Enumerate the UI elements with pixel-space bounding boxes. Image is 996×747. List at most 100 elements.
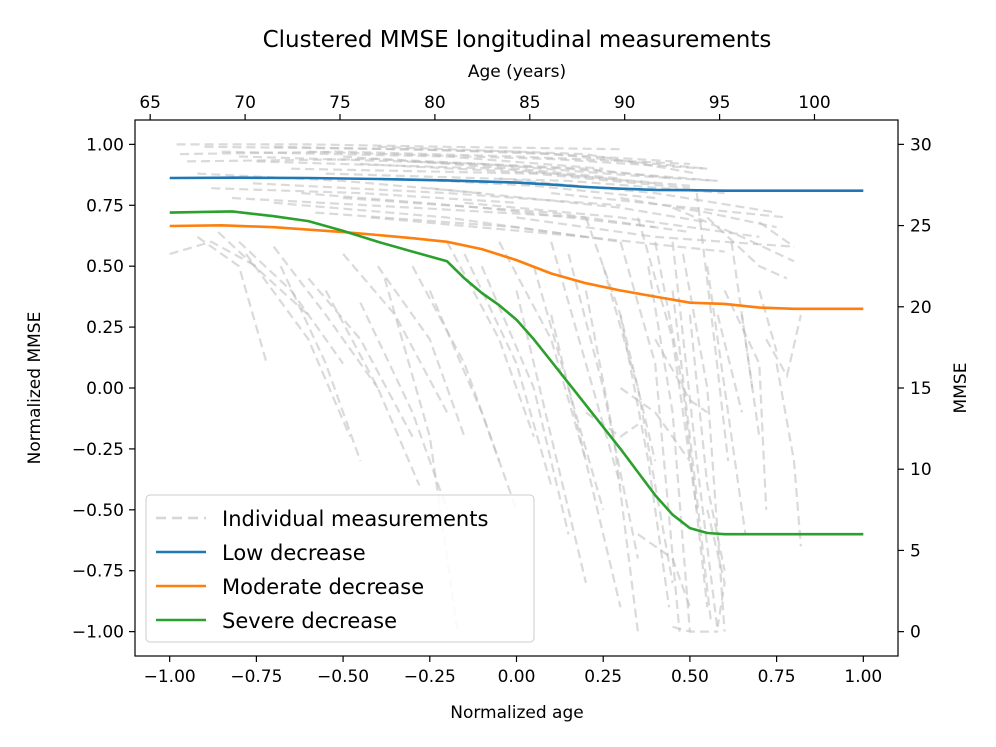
individual-line-28 xyxy=(516,216,795,248)
individual-line-73 xyxy=(723,290,768,510)
individual-line-79 xyxy=(654,338,708,414)
top-tick-label: 75 xyxy=(329,93,351,113)
y-tick-label: 0.00 xyxy=(86,379,124,399)
individual-line-68 xyxy=(688,314,726,571)
y-tick-label: 0.25 xyxy=(86,318,124,338)
individual-line-33 xyxy=(758,221,795,248)
individual-line-67 xyxy=(681,253,726,632)
individual-line-58 xyxy=(584,290,639,632)
individual-line-75 xyxy=(740,314,761,437)
individual-line-31 xyxy=(672,206,795,263)
individual-line-78 xyxy=(775,363,802,547)
individual-line-29 xyxy=(551,192,788,219)
individual-line-12 xyxy=(360,162,690,187)
right-axis-label: MMSE xyxy=(951,363,971,414)
series-line-severe-decrease xyxy=(169,210,864,536)
individual-line-18 xyxy=(232,196,586,219)
legend-label-low: Low decrease xyxy=(222,541,366,565)
right-tick-label: 30 xyxy=(910,135,932,155)
individual-line-37 xyxy=(238,240,344,365)
individual-line-69 xyxy=(695,192,730,462)
individual-line-7 xyxy=(273,145,673,163)
individual-line-82 xyxy=(637,533,691,608)
individual-line-6 xyxy=(256,160,656,185)
top-tick-label: 100 xyxy=(798,93,830,113)
individual-line-80 xyxy=(619,387,691,462)
individual-line-35 xyxy=(196,236,268,364)
top-tick-label: 70 xyxy=(234,93,256,113)
individual-line-70 xyxy=(671,241,719,632)
individual-line-32 xyxy=(706,216,788,280)
individual-line-59 xyxy=(584,217,657,462)
legend-box xyxy=(145,494,535,643)
x-axis-label: Normalized age xyxy=(450,703,583,723)
individual-line-0 xyxy=(176,143,621,151)
individual-line-24 xyxy=(370,216,725,253)
x-tick-label: −0.75 xyxy=(230,667,282,687)
series-line-moderate-decrease xyxy=(169,224,864,311)
right-tick-label: 20 xyxy=(910,298,932,318)
individual-line-44 xyxy=(359,302,449,511)
individual-line-11 xyxy=(343,155,621,180)
right-tick-label: 0 xyxy=(910,623,921,643)
individual-line-42 xyxy=(324,289,421,486)
individual-line-55 xyxy=(550,241,622,486)
individual-line-63 xyxy=(636,217,698,510)
top-axis-label: Age (years) xyxy=(468,62,566,82)
y-tick-label: −1.00 xyxy=(72,623,124,643)
right-tick-label: 25 xyxy=(910,217,932,237)
individual-line-21 xyxy=(301,192,656,229)
x-tick-label: −0.50 xyxy=(317,667,369,687)
individual-line-43 xyxy=(342,253,449,413)
individual-line-17 xyxy=(211,187,517,204)
x-tick-label: 0.00 xyxy=(498,667,536,687)
individual-line-76 xyxy=(758,290,778,352)
top-tick-label: 65 xyxy=(139,93,161,113)
y-tick-label: −0.75 xyxy=(72,562,124,582)
individual-line-39 xyxy=(272,246,379,389)
top-tick-label: 85 xyxy=(519,93,541,113)
y-tick-label: 0.75 xyxy=(86,196,124,216)
axis-ticks: −1.00 −0.75 −0.50 −0.25 0.00 0.25 0.50 0.75 1.00… xyxy=(72,93,932,687)
individual-measurements xyxy=(169,143,802,633)
individual-line-47 xyxy=(411,265,501,462)
individual-line-64 xyxy=(647,266,691,632)
individual-line-51 xyxy=(480,265,570,535)
cluster-series xyxy=(169,176,864,536)
individual-line-9 xyxy=(308,150,708,170)
individual-line-52 xyxy=(498,241,587,462)
individual-line-49 xyxy=(446,241,535,438)
legend: Individual measurements Low decrease Mod… xyxy=(145,494,535,643)
x-tick-label: 0.50 xyxy=(671,667,709,687)
y-tick-label: 1.00 xyxy=(86,135,124,155)
individual-line-48 xyxy=(428,290,518,511)
individual-line-27 xyxy=(499,177,777,214)
x-tick-label: −0.25 xyxy=(404,667,456,687)
individual-line-30 xyxy=(620,196,777,229)
individual-line-84 xyxy=(672,625,718,633)
legend-label-severe: Severe decrease xyxy=(222,609,397,633)
individual-line-45 xyxy=(376,265,466,438)
x-tick-label: 0.25 xyxy=(584,667,622,687)
y-tick-label: 0.50 xyxy=(86,257,124,277)
y-tick-label: −0.25 xyxy=(72,440,124,460)
legend-label-individual: Individual measurements xyxy=(222,507,488,531)
top-tick-label: 80 xyxy=(424,93,446,113)
individual-line-25 xyxy=(429,187,708,224)
individual-line-57 xyxy=(567,253,639,559)
chart-title: Clustered MMSE longitudinal measurements xyxy=(263,27,772,53)
x-tick-label: 1.00 xyxy=(844,667,882,687)
individual-line-13 xyxy=(377,145,697,175)
individual-line-62 xyxy=(619,314,671,608)
individual-line-23 xyxy=(343,196,691,234)
individual-line-5 xyxy=(238,155,718,182)
individual-line-38 xyxy=(245,253,352,438)
individual-line-1 xyxy=(180,150,690,165)
individual-line-4 xyxy=(221,150,604,170)
top-tick-label: 90 xyxy=(614,93,636,113)
individual-line-77 xyxy=(765,314,802,379)
y-tick-label: −0.50 xyxy=(72,501,124,521)
legend-label-moderate: Moderate decrease xyxy=(222,575,424,599)
individual-line-26 xyxy=(464,201,760,238)
